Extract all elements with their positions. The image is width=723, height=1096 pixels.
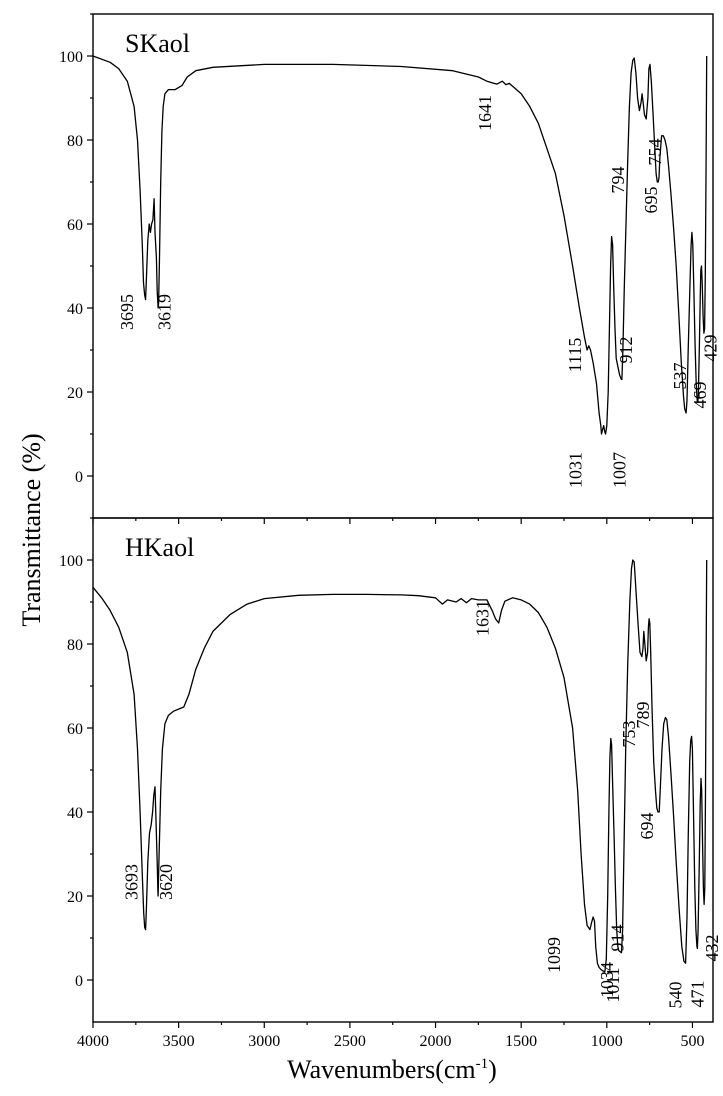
peak-label: 1641 bbox=[475, 95, 495, 131]
panel-1: 0 20 40 60 80 100 4000 3500 3000 2500 2000 1500 1000… bbox=[59, 517, 722, 1050]
peak-label: 3619 bbox=[154, 294, 174, 330]
x-tick-label: 1500 bbox=[505, 1033, 537, 1050]
y-tick-label: 0 bbox=[75, 973, 83, 990]
y-axis-title: Transmittance (%) bbox=[17, 433, 46, 626]
x-tick-label: 3000 bbox=[248, 1033, 280, 1050]
peak-label: 754 bbox=[645, 139, 665, 166]
peak-label: 469 bbox=[690, 382, 710, 409]
y-tick-label: 40 bbox=[67, 805, 83, 822]
panel-frame bbox=[92, 13, 714, 519]
peak-label: 432 bbox=[702, 935, 722, 962]
peak-label: 1011 bbox=[603, 967, 623, 1002]
x-axis-title-main: Wavenumbers(cm bbox=[287, 1055, 476, 1084]
peak-label: 1007 bbox=[610, 452, 630, 488]
x-tick-label: 2500 bbox=[334, 1033, 366, 1050]
panel-0: 0 20 40 60 80 100 SKaol 3695 3619 1641 1115 1031 100… bbox=[59, 13, 721, 524]
x-tick-label: 1000 bbox=[591, 1033, 623, 1050]
peak-label: 789 bbox=[633, 702, 653, 729]
peak-label: 540 bbox=[666, 982, 686, 1009]
peak-label: 695 bbox=[641, 187, 661, 214]
peak-label: 1115 bbox=[565, 338, 585, 373]
panel-label: SKaol bbox=[125, 29, 190, 58]
peak-label: 537 bbox=[670, 363, 690, 390]
peak-label: 794 bbox=[608, 167, 628, 194]
peak-label: 914 bbox=[608, 925, 628, 952]
y-tick-label: 80 bbox=[67, 637, 83, 654]
peak-label: 912 bbox=[616, 337, 636, 364]
x-tick-label: 500 bbox=[680, 1033, 704, 1050]
x-tick-label: 2000 bbox=[420, 1033, 452, 1050]
spectrum-line bbox=[92, 55, 708, 435]
peak-label: 3695 bbox=[117, 294, 137, 330]
spectrum-line bbox=[92, 559, 708, 973]
y-tick-label: 100 bbox=[59, 49, 83, 66]
y-tick-label: 80 bbox=[67, 133, 83, 150]
y-tick-label: 60 bbox=[67, 721, 83, 738]
y-tick-label: 20 bbox=[67, 889, 83, 906]
peak-label: 1099 bbox=[544, 937, 564, 973]
y-tick-label: 60 bbox=[67, 217, 83, 234]
peak-label: 471 bbox=[687, 981, 707, 1008]
peak-label: 753 bbox=[619, 721, 639, 748]
peak-label: 1031 bbox=[566, 452, 586, 488]
y-tick-label: 100 bbox=[59, 553, 83, 570]
peak-label: 429 bbox=[701, 335, 721, 362]
y-tick-label: 40 bbox=[67, 301, 83, 318]
x-axis-title-sup: -1 bbox=[476, 1056, 489, 1072]
peak-label: 1034 bbox=[597, 962, 617, 998]
y-tick-label: 0 bbox=[75, 469, 83, 486]
peak-label: 1631 bbox=[473, 600, 493, 636]
peak-label: 3620 bbox=[156, 864, 176, 900]
x-axis-title: Wavenumbers(cm-1) bbox=[287, 1055, 497, 1084]
x-axis-title-tail: ) bbox=[488, 1055, 497, 1084]
x-tick-label: 3500 bbox=[163, 1033, 195, 1050]
y-tick-label: 20 bbox=[67, 385, 83, 402]
peak-label: 694 bbox=[637, 813, 657, 840]
plot-layer: 0 20 40 60 80 100 SKaol 3695 3619 1641 1115 1031 100… bbox=[59, 13, 722, 1050]
panel-label: HKaol bbox=[125, 533, 194, 562]
x-tick-label: 4000 bbox=[77, 1033, 109, 1050]
peak-label: 3693 bbox=[122, 864, 142, 900]
